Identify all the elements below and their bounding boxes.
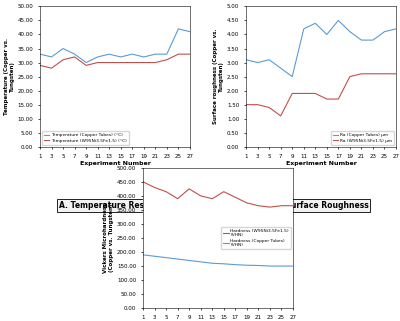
Hardness (Copper Tubes)
(VHN) (175, 257, 180, 261)
Y-axis label: Temperature (Copper vs.
Tungsten): Temperature (Copper vs. Tungsten) (4, 38, 14, 115)
Hardness (Copper Tubes)
(VHN) (279, 264, 284, 268)
Temperature (Copper Tubes) (°C) (61, 47, 66, 50)
Ra (Copper Tubes) μm (278, 66, 283, 70)
Hardness (Copper Tubes)
(VHN) (187, 258, 192, 262)
Ra (W95Ni3.5Fe1.5) μm (255, 103, 260, 107)
Ra (W95Ni3.5Fe1.5) μm (348, 75, 352, 79)
Ra (Copper Tubes) μm (336, 19, 341, 22)
Hardness (Copper Tubes)
(VHN) (233, 263, 238, 266)
Temperature (Copper Tubes) (°C) (188, 30, 192, 34)
Hardness (Copper Tubes)
(VHN) (221, 262, 226, 266)
Temperature (W95Ni3.5Fe1.5) (°C) (95, 61, 100, 65)
Temperature (W95Ni3.5Fe1.5) (°C) (130, 61, 135, 65)
Legend: Hardness (W95Ni3.5Fe1.5)
(VHN), Hardness (Copper Tubes)
(VHN): Hardness (W95Ni3.5Fe1.5) (VHN), Hardness… (222, 227, 291, 249)
Temperature (Copper Tubes) (°C) (38, 52, 42, 56)
Hardness (W95Ni3.5Fe1.5)
(VHN) (198, 194, 203, 198)
Ra (Copper Tubes) μm (290, 75, 295, 79)
Temperature (Copper Tubes) (°C) (164, 52, 169, 56)
Text: A. Surface Roughness: A. Surface Roughness (274, 201, 368, 210)
Ra (W95Ni3.5Fe1.5) μm (278, 114, 283, 118)
Hardness (Copper Tubes)
(VHN) (210, 261, 215, 265)
Ra (W95Ni3.5Fe1.5) μm (267, 106, 272, 109)
Temperature (W95Ni3.5Fe1.5) (°C) (164, 58, 169, 62)
Ra (Copper Tubes) μm (244, 58, 248, 62)
Ra (W95Ni3.5Fe1.5) μm (301, 91, 306, 95)
Hardness (Copper Tubes)
(VHN) (164, 256, 168, 260)
Temperature (W95Ni3.5Fe1.5) (°C) (176, 52, 181, 56)
Hardness (Copper Tubes)
(VHN) (244, 263, 249, 267)
X-axis label: Experiment Number: Experiment Number (286, 161, 356, 167)
Temperature (Copper Tubes) (°C) (141, 55, 146, 59)
Hardness (W95Ni3.5Fe1.5)
(VHN) (244, 201, 249, 205)
Temperature (Copper Tubes) (°C) (176, 27, 181, 31)
Line: Hardness (W95Ni3.5Fe1.5)
(VHN): Hardness (W95Ni3.5Fe1.5) (VHN) (143, 182, 293, 207)
Ra (W95Ni3.5Fe1.5) μm (382, 72, 387, 76)
Ra (W95Ni3.5Fe1.5) μm (359, 72, 364, 76)
Hardness (W95Ni3.5Fe1.5)
(VHN) (187, 187, 192, 191)
Ra (Copper Tubes) μm (301, 27, 306, 31)
Ra (Copper Tubes) μm (394, 27, 398, 31)
Hardness (W95Ni3.5Fe1.5)
(VHN) (164, 190, 168, 194)
Ra (Copper Tubes) μm (255, 61, 260, 65)
Ra (W95Ni3.5Fe1.5) μm (370, 72, 375, 76)
Line: Ra (Copper Tubes) μm: Ra (Copper Tubes) μm (246, 21, 396, 77)
Hardness (W95Ni3.5Fe1.5)
(VHN) (210, 197, 215, 201)
Y-axis label: Vickers Microhardness
(Copper vs. Tungsten): Vickers Microhardness (Copper vs. Tungst… (103, 203, 114, 273)
Temperature (W95Ni3.5Fe1.5) (°C) (72, 55, 77, 59)
Hardness (W95Ni3.5Fe1.5)
(VHN) (279, 204, 284, 208)
Temperature (W95Ni3.5Fe1.5) (°C) (188, 52, 192, 56)
Line: Temperature (W95Ni3.5Fe1.5) (°C): Temperature (W95Ni3.5Fe1.5) (°C) (40, 54, 190, 68)
Temperature (W95Ni3.5Fe1.5) (°C) (118, 61, 123, 65)
Temperature (W95Ni3.5Fe1.5) (°C) (153, 61, 158, 65)
Temperature (Copper Tubes) (°C) (107, 52, 112, 56)
Y-axis label: Surface roughness (Copper vs.
Tungsten): Surface roughness (Copper vs. Tungsten) (213, 29, 224, 125)
Hardness (Copper Tubes)
(VHN) (152, 254, 157, 258)
Hardness (W95Ni3.5Fe1.5)
(VHN) (141, 180, 146, 184)
Hardness (W95Ni3.5Fe1.5)
(VHN) (290, 204, 295, 208)
Ra (Copper Tubes) μm (313, 21, 318, 25)
Ra (W95Ni3.5Fe1.5) μm (336, 97, 341, 101)
Hardness (Copper Tubes)
(VHN) (256, 264, 261, 267)
Line: Temperature (Copper Tubes) (°C): Temperature (Copper Tubes) (°C) (40, 29, 190, 63)
Temperature (Copper Tubes) (°C) (130, 52, 135, 56)
Ra (W95Ni3.5Fe1.5) μm (313, 91, 318, 95)
Hardness (Copper Tubes)
(VHN) (290, 264, 295, 268)
Line: Ra (W95Ni3.5Fe1.5) μm: Ra (W95Ni3.5Fe1.5) μm (246, 74, 396, 116)
Ra (Copper Tubes) μm (267, 58, 272, 62)
Temperature (Copper Tubes) (°C) (84, 61, 88, 65)
Ra (W95Ni3.5Fe1.5) μm (324, 97, 329, 101)
Ra (Copper Tubes) μm (324, 32, 329, 36)
Temperature (Copper Tubes) (°C) (49, 55, 54, 59)
Legend: Temperature (Copper Tubes) (°C), Temperature (W95Ni3.5Fe1.5) (°C): Temperature (Copper Tubes) (°C), Tempera… (42, 131, 129, 144)
Hardness (W95Ni3.5Fe1.5)
(VHN) (256, 204, 261, 208)
Temperature (W95Ni3.5Fe1.5) (°C) (141, 61, 146, 65)
Hardness (Copper Tubes)
(VHN) (198, 260, 203, 264)
Temperature (W95Ni3.5Fe1.5) (°C) (49, 66, 54, 70)
Hardness (W95Ni3.5Fe1.5)
(VHN) (152, 186, 157, 189)
Hardness (Copper Tubes)
(VHN) (141, 253, 146, 257)
Temperature (Copper Tubes) (°C) (95, 55, 100, 59)
Hardness (Copper Tubes)
(VHN) (268, 264, 272, 268)
Temperature (Copper Tubes) (°C) (72, 52, 77, 56)
Ra (Copper Tubes) μm (348, 30, 352, 34)
Temperature (W95Ni3.5Fe1.5) (°C) (84, 64, 88, 67)
Temperature (W95Ni3.5Fe1.5) (°C) (61, 58, 66, 62)
Text: A. Temperature Response: A. Temperature Response (59, 201, 170, 210)
Ra (W95Ni3.5Fe1.5) μm (244, 103, 248, 107)
Legend: Ra (Copper Tubes) μm, Ra (W95Ni3.5Fe1.5) μm: Ra (Copper Tubes) μm, Ra (W95Ni3.5Fe1.5)… (331, 131, 394, 144)
Hardness (W95Ni3.5Fe1.5)
(VHN) (175, 197, 180, 201)
Line: Hardness (Copper Tubes)
(VHN): Hardness (Copper Tubes) (VHN) (143, 255, 293, 266)
Temperature (W95Ni3.5Fe1.5) (°C) (107, 61, 112, 65)
Ra (W95Ni3.5Fe1.5) μm (290, 91, 295, 95)
Hardness (W95Ni3.5Fe1.5)
(VHN) (268, 205, 272, 209)
Temperature (W95Ni3.5Fe1.5) (°C) (38, 64, 42, 67)
Ra (Copper Tubes) μm (359, 38, 364, 42)
X-axis label: Experiment Number: Experiment Number (80, 161, 150, 167)
Hardness (W95Ni3.5Fe1.5)
(VHN) (233, 195, 238, 199)
Ra (Copper Tubes) μm (382, 30, 387, 34)
Hardness (W95Ni3.5Fe1.5)
(VHN) (221, 190, 226, 194)
Temperature (Copper Tubes) (°C) (153, 52, 158, 56)
Ra (Copper Tubes) μm (370, 38, 375, 42)
Temperature (Copper Tubes) (°C) (118, 55, 123, 59)
Ra (W95Ni3.5Fe1.5) μm (394, 72, 398, 76)
